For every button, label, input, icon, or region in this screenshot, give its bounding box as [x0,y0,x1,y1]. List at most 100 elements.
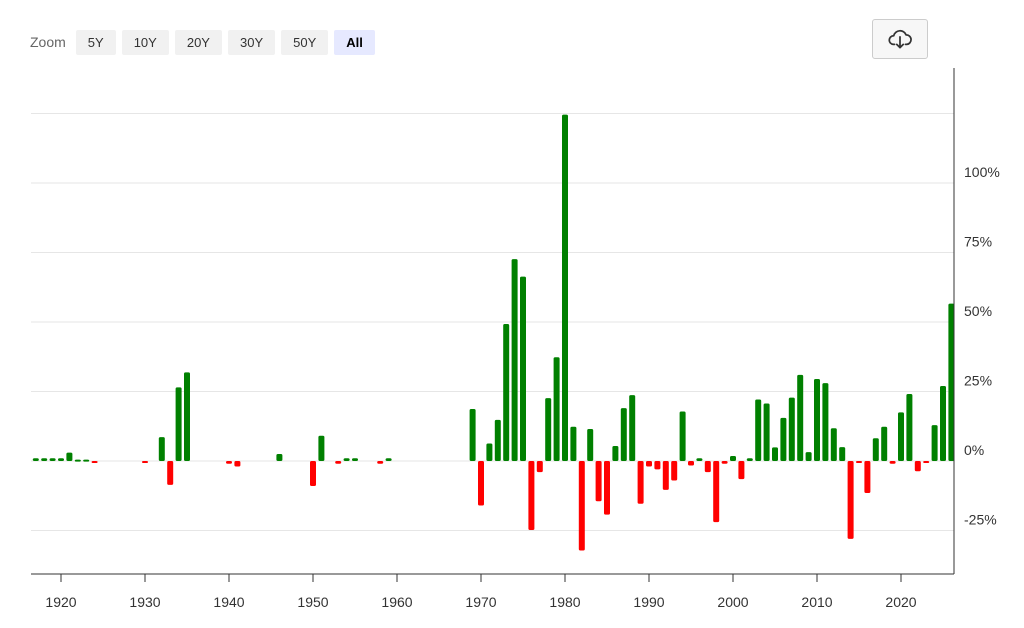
bar-2010[interactable] [814,378,820,461]
bar-1920[interactable] [58,458,64,461]
bar-1977[interactable] [536,461,543,473]
bar-2003[interactable] [755,399,762,461]
bar-1981[interactable] [570,426,577,461]
bar-1988[interactable] [629,395,636,461]
bar-1946[interactable] [276,454,283,461]
x-tick-label: 1980 [549,594,580,610]
bar-2015[interactable] [856,461,862,463]
bar-2008[interactable] [797,374,804,461]
bar-1918[interactable] [41,458,48,461]
bar-2021[interactable] [906,394,913,461]
bar-1973[interactable] [503,323,510,461]
bar-1940[interactable] [226,461,232,464]
bar-1976[interactable] [528,461,535,530]
zoom-30y-button[interactable]: 30Y [227,29,276,55]
x-tick-label: 1930 [129,594,160,610]
zoom-20y-button[interactable]: 20Y [174,29,222,55]
y-axis-labels: -25% 0% 25% 50% 75% 100% [964,164,1000,528]
bar-1953[interactable] [335,461,342,464]
bar-1982[interactable] [578,461,585,551]
bar-1922[interactable] [74,459,81,462]
bar-2009[interactable] [805,452,812,461]
bar-1985[interactable] [604,461,610,515]
bar-1998[interactable] [713,461,720,523]
bar-1932[interactable] [158,437,165,461]
bar-1979[interactable] [553,357,560,461]
zoom-50y-button[interactable]: 50Y [281,29,329,55]
bar-2002[interactable] [746,458,753,461]
bar-2020[interactable] [898,412,904,461]
bar-1986[interactable] [612,445,619,461]
x-tick-label: 1940 [213,594,244,610]
bar-2023[interactable] [923,461,930,463]
bar-1921[interactable] [66,452,73,461]
x-tick-label: 2000 [717,594,748,610]
bar-2012[interactable] [830,428,837,461]
bar-1993[interactable] [671,461,678,481]
bar-1983[interactable] [587,429,594,461]
y-tick-label: -25% [964,512,997,528]
bar-2017[interactable] [872,438,879,461]
y-tick-label: 0% [964,442,984,458]
bar-1941[interactable] [234,461,241,467]
bar-1969[interactable] [469,409,476,461]
bar-1930[interactable] [142,461,148,463]
bar-2016[interactable] [864,461,871,493]
zoom-5y-button[interactable]: 5Y [75,29,116,55]
zoom-10y-button[interactable]: 10Y [121,29,169,55]
bar-1924[interactable] [91,461,98,463]
bar-1995[interactable] [688,461,694,466]
bar-2004[interactable] [763,403,770,461]
bar-1991[interactable] [654,461,661,470]
bar-1970[interactable] [478,461,484,506]
bar-1972[interactable] [494,419,501,461]
bar-2005[interactable] [772,447,778,461]
bar-1989[interactable] [637,461,644,504]
zoom-all-button[interactable]: All [334,29,375,55]
bar-1950[interactable] [310,461,316,487]
x-tick-label: 1990 [633,594,664,610]
bar-2011[interactable] [822,383,829,461]
bar-1975[interactable] [520,276,526,461]
y-tick-label: 50% [964,303,992,319]
bar-1997[interactable] [704,461,711,473]
bar-1974[interactable] [511,259,518,461]
bar-1984[interactable] [595,461,602,502]
bar-1971[interactable] [486,443,493,461]
bar-2007[interactable] [788,397,795,461]
bar-1978[interactable] [545,398,552,461]
bar-1958[interactable] [377,461,384,464]
bar-1933[interactable] [167,461,174,485]
bar-2000[interactable] [730,455,736,461]
bar-1917[interactable] [32,458,39,461]
bar-2014[interactable] [847,461,854,539]
export-button[interactable] [872,19,928,59]
bar-1923[interactable] [83,459,90,462]
bar-1999[interactable] [721,461,728,464]
bar-1996[interactable] [696,458,703,461]
cloud-download-icon [888,29,912,49]
bar-2026[interactable] [948,303,955,461]
bar-2019[interactable] [889,461,896,464]
bar-1980[interactable] [562,114,568,461]
bar-2001[interactable] [738,461,745,480]
bar-1959[interactable] [385,458,392,461]
bar-1994[interactable] [679,411,686,461]
bar-2024[interactable] [931,425,938,461]
bar-2013[interactable] [839,447,846,461]
bar-1934[interactable] [175,387,182,461]
bar-1992[interactable] [662,461,669,490]
bar-1935[interactable] [184,372,190,461]
bar-2025[interactable] [940,385,946,461]
bar-2022[interactable] [914,461,921,472]
x-tick-label: 1920 [45,594,76,610]
bar-2018[interactable] [881,426,888,461]
bar-2006[interactable] [780,417,787,461]
bar-1951[interactable] [318,435,325,461]
bar-1954[interactable] [343,458,350,461]
bar-1990[interactable] [646,461,652,467]
bar-1987[interactable] [620,408,627,461]
x-tick-label: 1950 [297,594,328,610]
bar-1919[interactable] [49,458,56,461]
bar-1955[interactable] [352,458,358,461]
